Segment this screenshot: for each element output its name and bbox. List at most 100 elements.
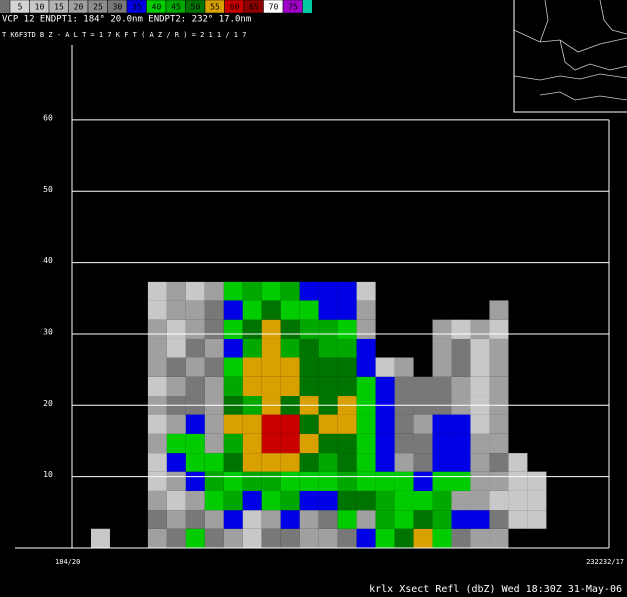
- y-tick-label: 60: [43, 113, 53, 122]
- reflectivity-cell: [280, 414, 300, 434]
- reflectivity-cell: [299, 281, 319, 301]
- reflectivity-cell: [261, 357, 281, 377]
- reflectivity-cell: [223, 433, 243, 454]
- reflectivity-cell: [318, 300, 338, 320]
- legend-label: 60: [230, 3, 240, 12]
- header-line-1: VCP 12 ENDPT1: 184° 20.0nm ENDPT2: 232° …: [2, 15, 251, 25]
- reflectivity-cell: [261, 414, 281, 434]
- legend-label: 40: [152, 3, 162, 12]
- reflectivity-cell: [318, 433, 338, 454]
- reflectivity-cell: [204, 319, 224, 339]
- reflectivity-cell: [166, 490, 186, 511]
- reflectivity-cell: [185, 414, 205, 434]
- reflectivity-cell: [223, 510, 243, 529]
- reflectivity-cell: [280, 319, 300, 339]
- reflectivity-cell: [280, 471, 300, 491]
- reflectivity-cell: [147, 338, 167, 358]
- reflectivity-cell: [489, 490, 509, 511]
- reflectivity-cell: [185, 281, 205, 301]
- reflectivity-cell: [261, 510, 281, 529]
- reflectivity-cell: [337, 376, 357, 397]
- reflectivity-cell: [223, 357, 243, 377]
- reflectivity-cell: [451, 357, 471, 377]
- legend-edge: [302, 0, 312, 13]
- reflectivity-cell: [261, 528, 281, 548]
- reflectivity-cell: [375, 433, 395, 454]
- reflectivity-cell: [223, 319, 243, 339]
- reflectivity-cell: [337, 357, 357, 377]
- reflectivity-cell: [337, 453, 357, 472]
- reflectivity-cell: [356, 414, 376, 434]
- reflectivity-cell: [318, 376, 338, 397]
- reflectivity-cell: [451, 471, 471, 491]
- reflectivity-cell: [413, 453, 433, 472]
- reflectivity-cell: [489, 414, 509, 434]
- reflectivity-cell: [204, 471, 224, 491]
- reflectivity-cell: [223, 471, 243, 491]
- reflectivity-cell: [337, 319, 357, 339]
- reflectivity-cell: [299, 357, 319, 377]
- reflectivity-cell: [337, 338, 357, 358]
- reflectivity-cell: [432, 414, 452, 434]
- reflectivity-cell: [280, 300, 300, 320]
- reflectivity-cell: [489, 376, 509, 397]
- reflectivity-cell: [337, 281, 357, 301]
- reflectivity-cell: [337, 510, 357, 529]
- reflectivity-cell: [204, 510, 224, 529]
- reflectivity-cell: [280, 490, 300, 511]
- reflectivity-cell: [223, 300, 243, 320]
- reflectivity-cell: [204, 453, 224, 472]
- reflectivity-cell: [470, 490, 490, 511]
- reflectivity-cell: [242, 414, 262, 434]
- reflectivity-cell: [413, 471, 433, 491]
- reflectivity-cell: [166, 453, 186, 472]
- reflectivity-cell: [166, 414, 186, 434]
- reflectivity-cell: [223, 528, 243, 548]
- reflectivity-cell: [147, 281, 167, 301]
- color-legend: 5 10 15 20 25 30 35 40 45 50 55 60 65 70 75: [0, 0, 312, 14]
- reflectivity-cell: [242, 490, 262, 511]
- reflectivity-cell: [337, 528, 357, 548]
- reflectivity-cell: [318, 319, 338, 339]
- y-tick-label: 20: [43, 399, 53, 408]
- legend-label: 45: [171, 3, 181, 12]
- legend-label: 70: [269, 3, 279, 12]
- reflectivity-cell: [223, 281, 243, 301]
- reflectivity-cell: [356, 490, 376, 511]
- reflectivity-cell: [451, 338, 471, 358]
- legend-label: 65: [249, 3, 259, 12]
- reflectivity-cell: [204, 490, 224, 511]
- reflectivity-cell: [470, 453, 490, 472]
- reflectivity-cell: [242, 433, 262, 454]
- reflectivity-cell: [223, 490, 243, 511]
- reflectivity-cell: [413, 376, 433, 397]
- reflectivity-cell: [147, 510, 167, 529]
- reflectivity-cell: [147, 433, 167, 454]
- reflectivity-cell: [356, 453, 376, 472]
- reflectivity-cell: [451, 433, 471, 454]
- reflectivity-cell: [356, 319, 376, 339]
- reflectivity-cell: [147, 490, 167, 511]
- y-tick-label: 10: [43, 470, 53, 479]
- reflectivity-cell: [299, 453, 319, 472]
- reflectivity-cell: [527, 490, 547, 511]
- reflectivity-cell: [166, 357, 186, 377]
- reflectivity-cell: [299, 490, 319, 511]
- reflectivity-cell: [261, 376, 281, 397]
- reflectivity-cell: [356, 338, 376, 358]
- reflectivity-cell: [185, 357, 205, 377]
- reflectivity-cell: [166, 338, 186, 358]
- legend-label: 20: [74, 3, 84, 12]
- reflectivity-cell: [147, 453, 167, 472]
- legend-label: 50: [191, 3, 201, 12]
- reflectivity-cell: [147, 319, 167, 339]
- reflectivity-cell: [375, 528, 395, 548]
- reflectivity-cell: [242, 281, 262, 301]
- y-tick-label: 30: [43, 327, 53, 336]
- reflectivity-cell: [470, 319, 490, 339]
- reflectivity-cell: [261, 300, 281, 320]
- reflectivity-cell: [470, 414, 490, 434]
- reflectivity-cell: [394, 453, 414, 472]
- reflectivity-cell: [166, 376, 186, 397]
